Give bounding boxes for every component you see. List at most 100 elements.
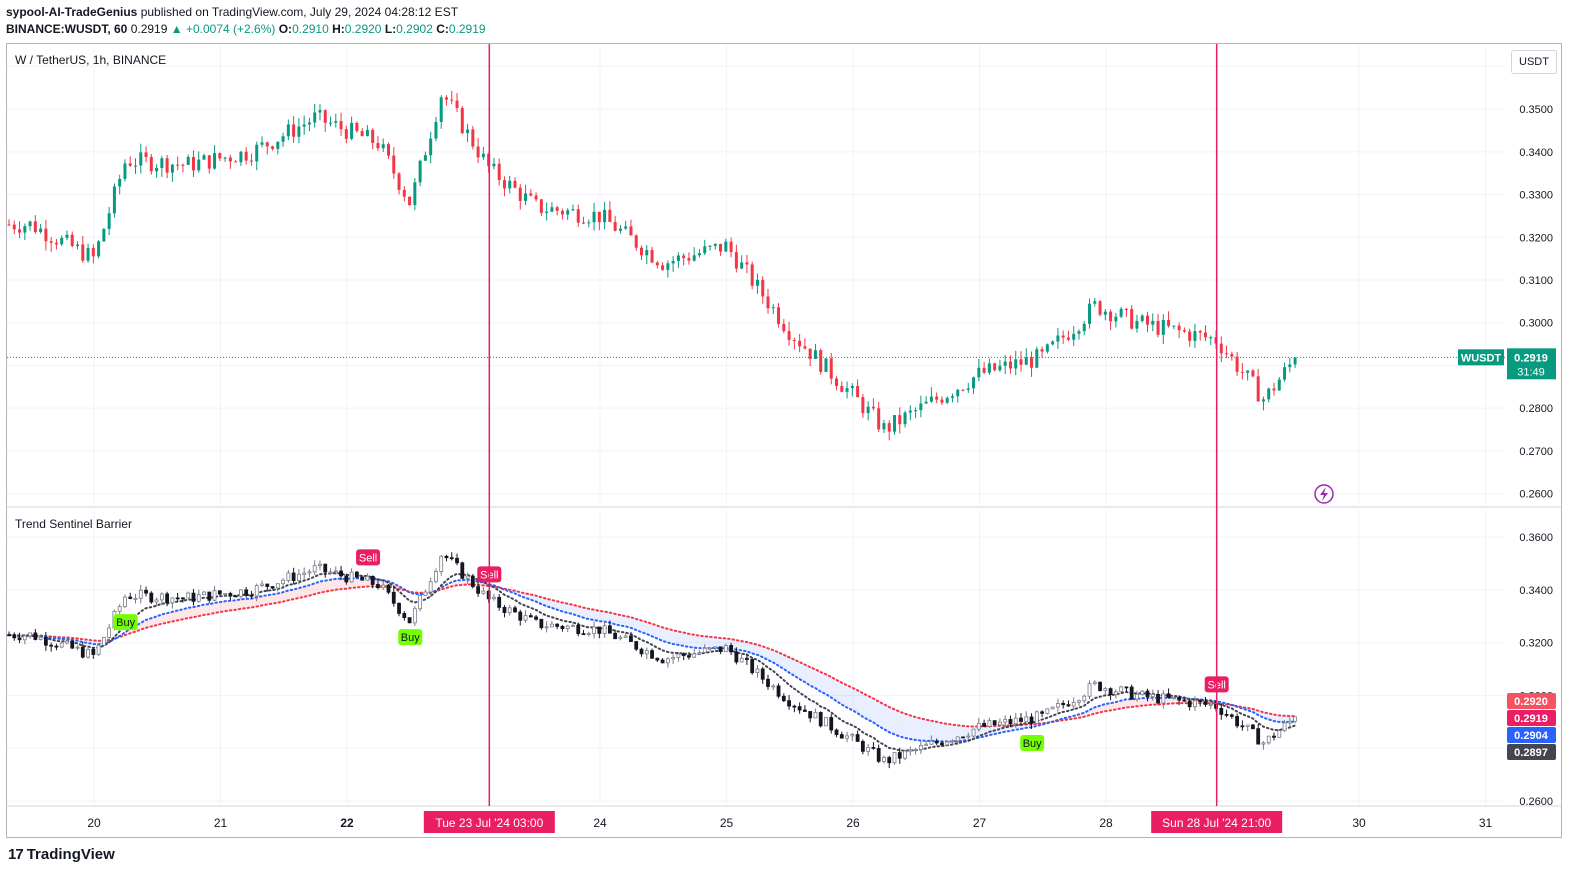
indicator-candle-body — [665, 658, 670, 664]
indicator-candle-body — [497, 596, 502, 608]
buy-signal-label — [113, 614, 138, 631]
candle-body — [550, 207, 554, 212]
candle-body — [755, 279, 759, 286]
candle-body — [882, 423, 886, 430]
indicator-candle-body — [1092, 681, 1097, 685]
candle-body — [271, 146, 275, 149]
candle-body — [893, 415, 896, 432]
candle-body — [1151, 320, 1155, 325]
indicator-candle-body — [708, 647, 712, 650]
indicator-candle-body — [829, 717, 834, 731]
candle-body — [255, 144, 259, 162]
indicator-candle-body — [275, 583, 280, 589]
candle-body — [265, 142, 269, 147]
candle-body — [81, 244, 85, 261]
barrier-fast-line — [8, 572, 1297, 752]
ribbon-fill — [193, 605, 199, 618]
indicator-candle-body — [1272, 735, 1276, 738]
candle-body — [898, 415, 902, 425]
candle-body — [318, 110, 322, 113]
indicator-candle-body — [534, 616, 538, 620]
candle-body — [165, 158, 169, 173]
x-tick-label: 26 — [846, 816, 860, 830]
indicator-candle-body — [128, 596, 133, 599]
candle-body — [97, 241, 101, 257]
indicator-candle-body — [1177, 696, 1182, 701]
brand-name: TradingView — [26, 846, 115, 863]
indicator-candle-body — [86, 648, 90, 658]
candle-body — [719, 243, 723, 252]
y-tick-label: 0.3300 — [1519, 190, 1553, 202]
candle-body — [329, 122, 333, 124]
indicator-candle-body — [1277, 730, 1282, 738]
candle-body — [297, 126, 301, 137]
indicator-candle-body — [365, 575, 370, 581]
candle-body — [1177, 325, 1181, 331]
indicator-candle-body — [882, 757, 886, 762]
signal-text: Buy — [116, 617, 135, 629]
indicator-candle-body — [586, 633, 591, 635]
x-tick-label: 20 — [87, 816, 101, 830]
ribbon-fill — [298, 586, 305, 599]
candle-body — [492, 163, 496, 167]
indicator-candle-body — [228, 593, 233, 597]
candle-body — [460, 108, 464, 134]
candle-body — [1045, 344, 1049, 352]
candle-body — [144, 152, 148, 158]
indicator-candle-body — [22, 635, 27, 641]
ribbon-fill — [741, 641, 747, 652]
indicator-candle-body — [1050, 706, 1055, 710]
candle-body — [1283, 367, 1287, 380]
indicator-candle-body — [386, 584, 391, 593]
candle-body — [624, 226, 628, 229]
indicator-candle-body — [138, 589, 143, 599]
indicator-candle-body — [555, 623, 560, 627]
indicator-candle-body — [302, 572, 307, 575]
candle-body — [439, 97, 443, 122]
ribbon-fill — [873, 698, 879, 727]
candle-body — [23, 226, 27, 233]
indicator-candle-body — [607, 625, 612, 634]
indicator-candle-body — [402, 613, 407, 619]
indicator-candle-body — [687, 655, 691, 658]
indicator-candle-body — [333, 570, 338, 573]
indicator-candle-body — [592, 626, 596, 634]
candle-body — [703, 246, 707, 254]
candle-body — [1088, 303, 1092, 324]
indicator-candle-body — [734, 651, 739, 663]
indicator-candle-body — [860, 741, 865, 752]
candle-body — [86, 248, 90, 261]
candle-body — [950, 396, 954, 398]
ribbon-fill — [799, 662, 805, 683]
candle-body — [54, 242, 58, 245]
x-tick-label: 30 — [1352, 816, 1366, 830]
ribbon-fill — [889, 707, 895, 735]
candle-body — [1156, 320, 1160, 335]
candle-body — [365, 129, 369, 137]
ribbon-fill — [989, 726, 995, 736]
footer-brand[interactable]: 17 TradingView — [8, 846, 115, 863]
candle-body — [1225, 353, 1229, 355]
currency-button[interactable]: USDT — [1511, 50, 1557, 74]
candle-body — [835, 378, 839, 386]
indicator-candle-body — [181, 597, 185, 600]
candle-body — [313, 112, 317, 123]
candle-body — [782, 323, 786, 332]
publisher-name[interactable]: sypool-AI-TradeGenius — [6, 5, 138, 19]
ribbon-fill — [699, 635, 705, 649]
candle-body — [286, 124, 290, 137]
indicator-candle-body — [260, 583, 264, 586]
candle-body — [713, 243, 717, 246]
indicator-candle-body — [581, 633, 586, 636]
indicator-candle-body — [1156, 693, 1160, 704]
candle-body — [571, 209, 575, 211]
ribbon-fill — [272, 593, 278, 604]
indicator-candle-body — [776, 685, 781, 697]
indicator-candle-body — [1256, 728, 1261, 745]
candle-body — [1082, 323, 1086, 332]
indicator-candle-body — [808, 711, 813, 719]
x-tick-label: 25 — [720, 816, 734, 830]
candle-body — [376, 143, 380, 149]
indicator-candle-body — [1145, 690, 1150, 698]
